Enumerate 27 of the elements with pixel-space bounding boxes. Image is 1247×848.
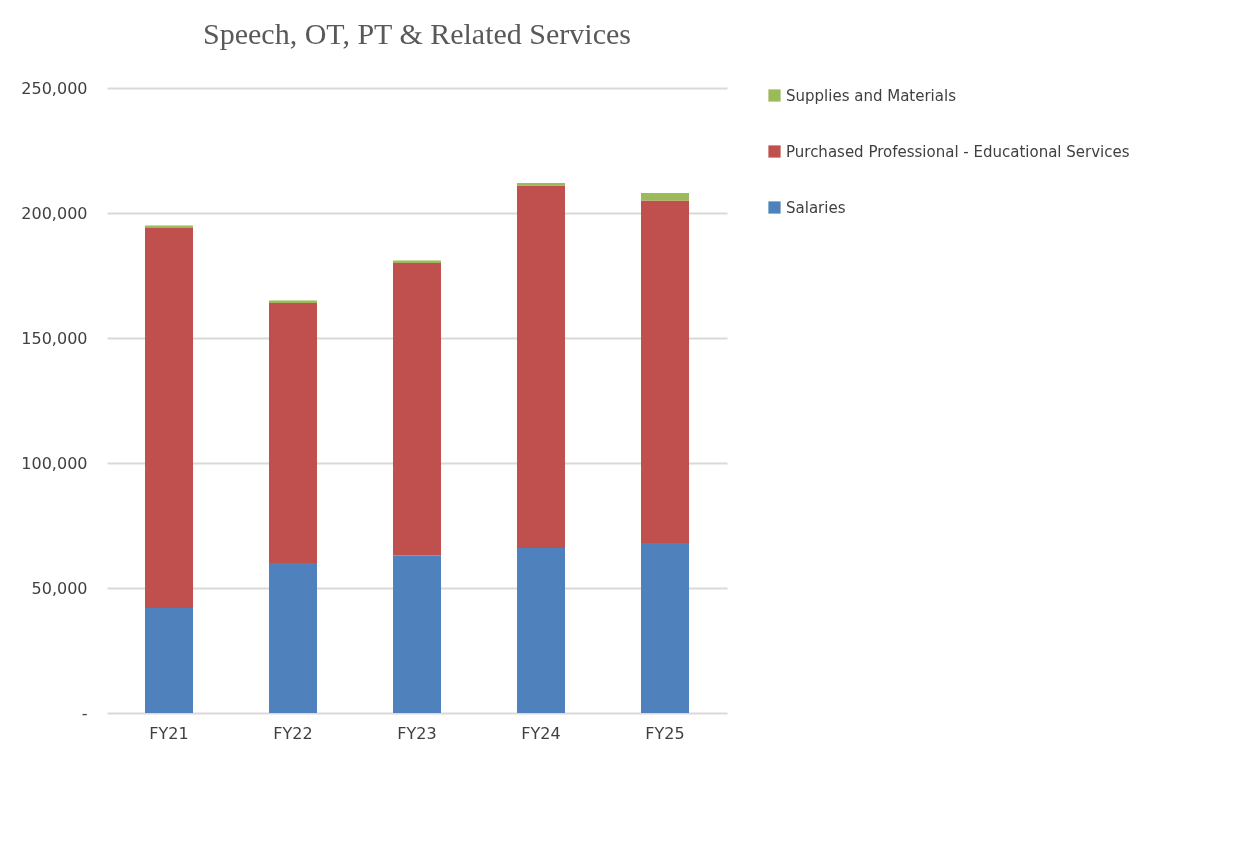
y-tick-label: 250,000 (21, 78, 88, 98)
bar (269, 563, 317, 713)
bar (517, 548, 565, 713)
x-tick-label: FY21 (149, 723, 189, 743)
bar (641, 543, 689, 713)
bar (393, 263, 441, 556)
x-tick-label: FY23 (397, 723, 437, 743)
y-tick-label: 200,000 (21, 203, 88, 223)
bar (393, 555, 441, 713)
y-tick-label: 100,000 (21, 453, 88, 473)
bar (145, 228, 193, 608)
legend-label: Purchased Professional - Educational Services (786, 142, 1130, 161)
bar (269, 303, 317, 563)
x-tick-label: FY25 (645, 723, 685, 743)
chart-title: Speech, OT, PT & Related Services (203, 17, 631, 50)
legend-label: Supplies and Materials (786, 86, 957, 105)
bar (517, 183, 565, 186)
bar (145, 608, 193, 713)
x-tick-label: FY24 (521, 723, 561, 743)
legend-label: Salaries (786, 198, 846, 217)
bar (641, 193, 689, 201)
y-tick-label: - (81, 703, 88, 723)
y-tick-label: 150,000 (21, 328, 88, 348)
x-tick-label: FY22 (273, 723, 313, 743)
bar (641, 200, 689, 543)
y-tick-label: 50,000 (31, 578, 88, 598)
bar (517, 185, 565, 548)
